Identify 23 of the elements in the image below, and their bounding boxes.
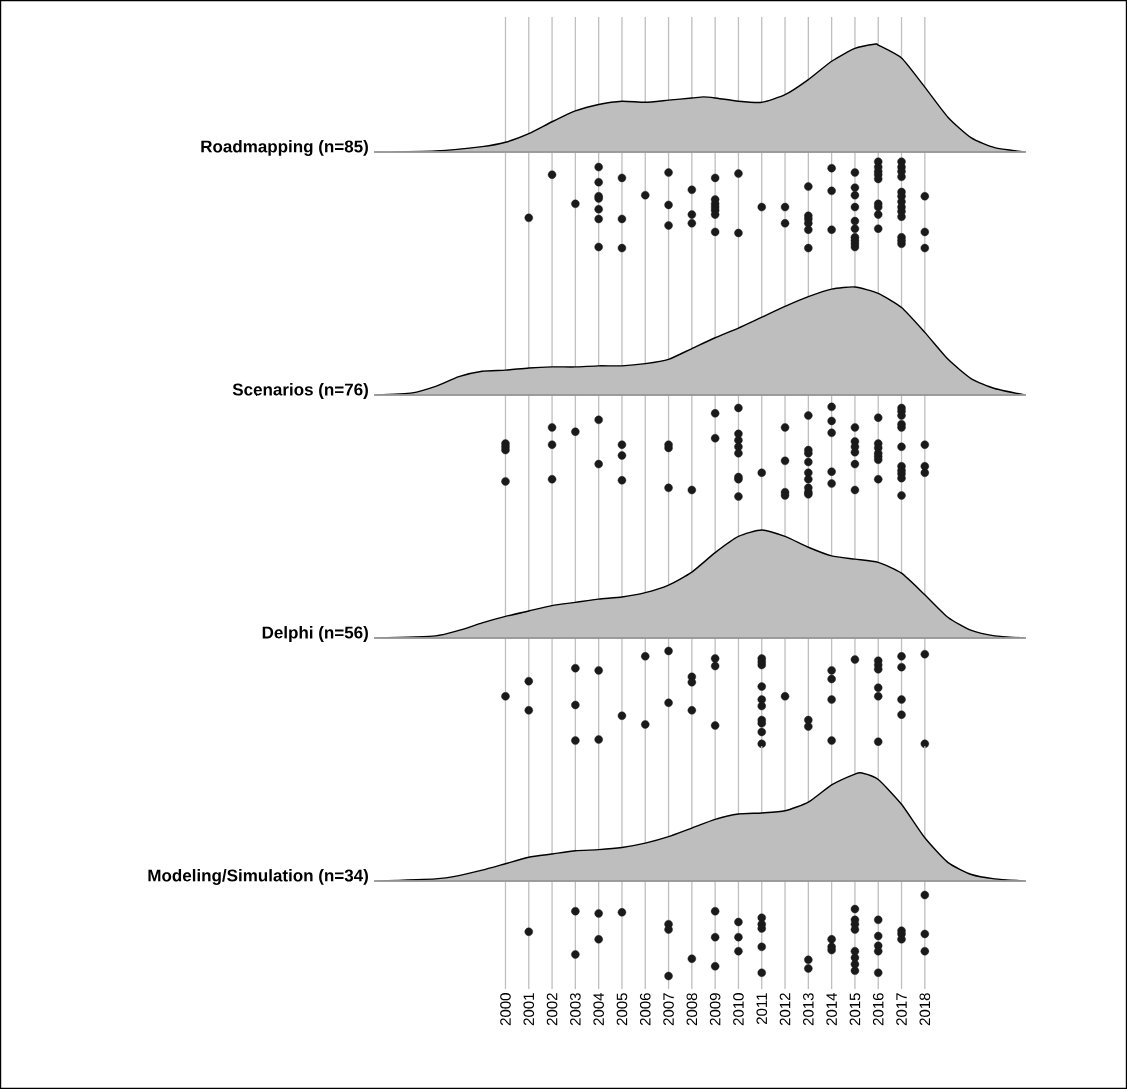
x-tick-label: 2000 [500, 993, 511, 1026]
y-axis-title: Roadmapping (n=85) [201, 140, 368, 156]
x-tick-label: 2017 [896, 993, 907, 1026]
x-tick-label: 2012 [779, 993, 791, 1026]
x-tick-label: 2015 [849, 993, 861, 1026]
x-tick-label: 2016 [872, 993, 884, 1026]
x-tick-label: 2007 [663, 993, 674, 1026]
x-tick-label: 2005 [616, 993, 628, 1026]
x-tick-label: 2006 [639, 993, 651, 1026]
y-axis-title: Scenarios (n=76) [232, 383, 368, 399]
x-tick-label: 2004 [593, 992, 604, 1026]
y-axis-title: Modeling/Simulation (n=34) [148, 869, 368, 885]
x-tick-label: 2013 [803, 993, 814, 1026]
x-tick-label: 2011 [756, 993, 768, 1025]
x-tick-label: 2001 [523, 993, 535, 1026]
x-tick-label: 2009 [709, 993, 721, 1026]
x-tick-label: 2010 [733, 993, 744, 1026]
y-axis-title: Delphi (n=56) [262, 626, 368, 642]
x-tick-label: 2003 [570, 993, 581, 1026]
x-tick-label: 2018 [919, 993, 931, 1026]
x-tick-label: 2014 [826, 992, 837, 1026]
x-tick-label: 2008 [686, 993, 698, 1026]
x-tick-label: 2002 [546, 993, 558, 1026]
